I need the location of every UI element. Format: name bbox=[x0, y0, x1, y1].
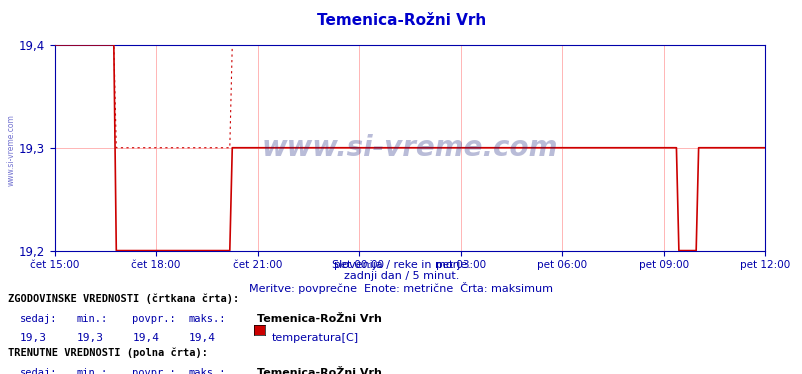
Text: 19,3: 19,3 bbox=[76, 333, 103, 343]
Text: povpr.:: povpr.: bbox=[132, 368, 176, 374]
Text: Temenica-Rožni Vrh: Temenica-Rožni Vrh bbox=[317, 13, 485, 28]
Text: 19,3: 19,3 bbox=[20, 333, 47, 343]
Text: sedaj:: sedaj: bbox=[20, 314, 58, 324]
Text: TRENUTNE VREDNOSTI (polna črta):: TRENUTNE VREDNOSTI (polna črta): bbox=[8, 348, 208, 358]
Text: Slovenija / reke in morje.: Slovenija / reke in morje. bbox=[332, 260, 470, 270]
Text: zadnji dan / 5 minut.: zadnji dan / 5 minut. bbox=[343, 271, 459, 281]
Text: ZGODOVINSKE VREDNOSTI (črtkana črta):: ZGODOVINSKE VREDNOSTI (črtkana črta): bbox=[8, 294, 239, 304]
Text: maks.:: maks.: bbox=[188, 314, 226, 324]
Text: www.si-vreme.com: www.si-vreme.com bbox=[6, 114, 15, 186]
Text: min.:: min.: bbox=[76, 368, 107, 374]
Text: 19,4: 19,4 bbox=[188, 333, 216, 343]
Text: povpr.:: povpr.: bbox=[132, 314, 176, 324]
Text: sedaj:: sedaj: bbox=[20, 368, 58, 374]
Text: temperatura[C]: temperatura[C] bbox=[271, 333, 358, 343]
Text: www.si-vreme.com: www.si-vreme.com bbox=[261, 134, 557, 162]
Text: Temenica-RoŽni Vrh: Temenica-RoŽni Vrh bbox=[257, 368, 382, 374]
Text: Temenica-RoŽni Vrh: Temenica-RoŽni Vrh bbox=[257, 314, 382, 324]
Text: min.:: min.: bbox=[76, 314, 107, 324]
Text: Meritve: povprečne  Enote: metrične  Črta: maksimum: Meritve: povprečne Enote: metrične Črta:… bbox=[249, 282, 553, 294]
Text: 19,4: 19,4 bbox=[132, 333, 160, 343]
Text: maks.:: maks.: bbox=[188, 368, 226, 374]
